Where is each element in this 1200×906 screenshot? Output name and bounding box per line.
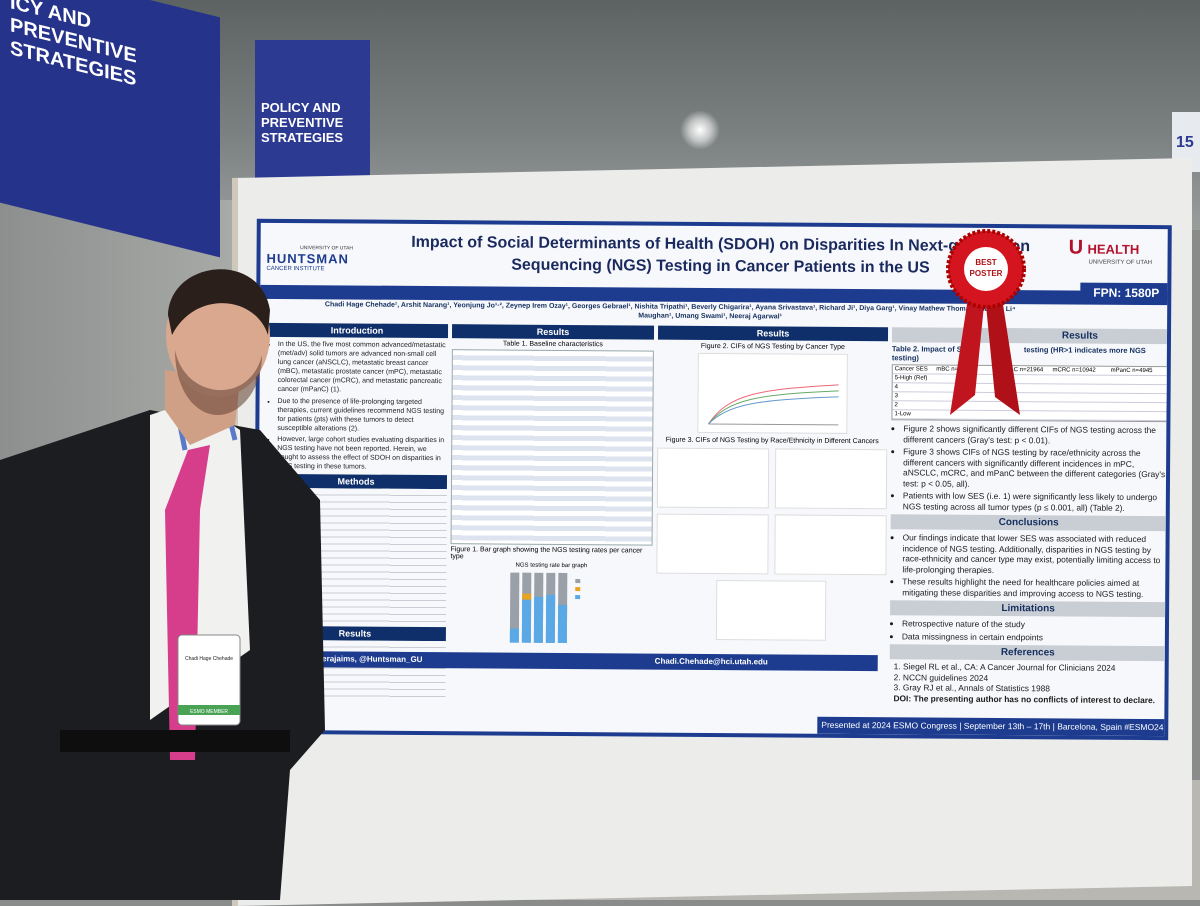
- bullet-list: Figure 2 shows significantly different C…: [891, 423, 1168, 513]
- table-row-label: 2: [892, 401, 935, 411]
- presented: Presented at 2024 ESMO Congress | Septem…: [817, 716, 1172, 737]
- caption: Figure 3. CIFs of NGS Testing by Race/Et…: [665, 436, 879, 446]
- table-row-label: 4: [892, 383, 935, 393]
- bar: [557, 604, 568, 643]
- bullet: Our findings indicate that lower SES was…: [902, 532, 1166, 576]
- banner-text: POLICY AND PREVENTIVE: [261, 100, 344, 130]
- reference-list: 1. Siegel RL et al., CA: A Cancer Journa…: [889, 659, 1165, 707]
- section-heading: Conclusions: [890, 514, 1167, 532]
- section-heading: Limitations: [890, 600, 1167, 618]
- bar: [545, 594, 556, 643]
- table-header: Cancer SES: [892, 365, 935, 375]
- legend-swatch: [575, 595, 581, 600]
- email: Chadi.Chehade@hci.utah.edu: [654, 656, 768, 667]
- light: [680, 110, 720, 150]
- ribbon: BEST POSTER: [946, 229, 1026, 415]
- table-row-label: 5-High (Ref): [892, 374, 935, 384]
- caption: Figure 1. Bar graph showing the NGS test…: [450, 546, 643, 561]
- banner: POLICY AND PREVENTIVE STRATEGIES: [255, 40, 370, 200]
- figure: [715, 580, 827, 641]
- bar: [521, 598, 532, 643]
- figure: [774, 514, 887, 576]
- bar-graph: [509, 572, 581, 643]
- poster: UNIVERSITY OF UTAH HUNTSMAN CANCER INSTI…: [253, 218, 1172, 741]
- authors: Maughan¹, Umang Swami¹, Neeraj Agarwal¹: [638, 312, 782, 321]
- bullet: Retrospective nature of the study: [902, 618, 1166, 630]
- bullet: Patients with low SES (i.e. 1) were sign…: [903, 490, 1167, 513]
- bar: [509, 628, 519, 643]
- banner-text: STRATEGIES: [261, 130, 344, 145]
- logo-text: HEALTH: [1087, 241, 1140, 257]
- disclosure: DOI: The presenting author has no confli…: [893, 692, 1156, 705]
- section-heading: Results: [657, 325, 889, 342]
- bullet-list: Retrospective nature of the study Data m…: [890, 618, 1166, 643]
- figure: [656, 447, 770, 509]
- bullet: Data missingness in certain endpoints: [902, 631, 1166, 643]
- column: Results Table 1. Baseline characteristic…: [450, 324, 655, 654]
- figure: [697, 352, 848, 434]
- legend-swatch: [575, 587, 581, 592]
- figure: [774, 448, 888, 510]
- table: [450, 349, 654, 546]
- badge-name: Chadi Hage Chehade: [185, 656, 233, 662]
- bar: [533, 596, 544, 643]
- ribbon-text: BEST: [975, 258, 996, 267]
- caption: Table 1. Baseline characteristics: [502, 340, 603, 349]
- legend-swatch: [575, 579, 581, 584]
- person: Chadi Hage Chehade ESMO MEMBER: [0, 269, 325, 900]
- bullet: These results highlight the need for hea…: [902, 576, 1166, 599]
- bar: [522, 593, 532, 600]
- table-row-label: 3: [892, 392, 935, 402]
- table-header: mPanC n=4945: [1108, 366, 1167, 377]
- bar: [509, 572, 520, 643]
- cif-plot: [707, 384, 839, 426]
- ribbon-text: POSTER: [970, 269, 1003, 278]
- table-header: mCRC n=10942: [1050, 366, 1109, 376]
- figure: [656, 513, 769, 575]
- logo-text: UNIVERSITY OF UTAH: [1088, 259, 1152, 267]
- section-heading: Results: [451, 324, 655, 340]
- caption: Figure 2. CIFs of NGS Testing by Cancer …: [700, 342, 845, 351]
- bullet-list: Our findings indicate that lower SES was…: [890, 532, 1166, 599]
- table-row-label: 1-Low: [892, 410, 934, 420]
- logo-right: U HEALTH UNIVERSITY OF UTAH: [1069, 236, 1169, 266]
- badge-member: ESMO MEMBER: [190, 709, 228, 715]
- column: Results Figure 2. CIFs of NGS Testing by…: [656, 325, 889, 642]
- bullet: Figure 3 shows CIFs of NGS testing by ra…: [903, 446, 1167, 490]
- fpn: FPN: 1580P: [1080, 282, 1172, 304]
- figure-grid: [656, 447, 888, 576]
- bullet: Figure 2 shows significantly different C…: [903, 423, 1167, 446]
